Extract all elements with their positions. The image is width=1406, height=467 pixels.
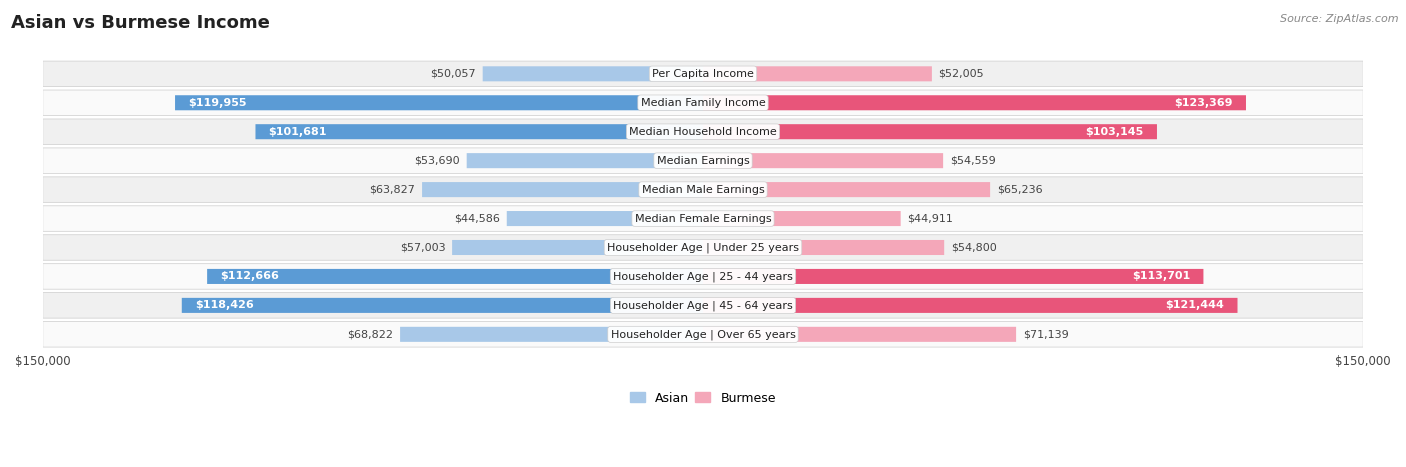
Text: Householder Age | 45 - 64 years: Householder Age | 45 - 64 years — [613, 300, 793, 311]
FancyBboxPatch shape — [42, 235, 1364, 260]
FancyBboxPatch shape — [467, 153, 703, 168]
FancyBboxPatch shape — [42, 206, 1364, 231]
Text: $123,369: $123,369 — [1174, 98, 1233, 108]
FancyBboxPatch shape — [703, 211, 901, 226]
FancyBboxPatch shape — [506, 211, 703, 226]
FancyBboxPatch shape — [42, 61, 1364, 86]
FancyBboxPatch shape — [401, 327, 703, 342]
Text: $52,005: $52,005 — [938, 69, 984, 79]
FancyBboxPatch shape — [703, 269, 1204, 284]
Text: Median Household Income: Median Household Income — [628, 127, 778, 137]
Text: $101,681: $101,681 — [269, 127, 328, 137]
FancyBboxPatch shape — [207, 269, 703, 284]
Text: Median Earnings: Median Earnings — [657, 156, 749, 166]
Text: $65,236: $65,236 — [997, 184, 1042, 195]
Text: Median Family Income: Median Family Income — [641, 98, 765, 108]
Text: $112,666: $112,666 — [221, 271, 280, 282]
FancyBboxPatch shape — [703, 182, 990, 197]
Text: $53,690: $53,690 — [415, 156, 460, 166]
FancyBboxPatch shape — [453, 240, 703, 255]
FancyBboxPatch shape — [176, 95, 703, 110]
Text: $50,057: $50,057 — [430, 69, 477, 79]
FancyBboxPatch shape — [703, 124, 1157, 139]
Text: $54,559: $54,559 — [949, 156, 995, 166]
Text: $44,586: $44,586 — [454, 213, 501, 224]
Text: Householder Age | Under 25 years: Householder Age | Under 25 years — [607, 242, 799, 253]
Text: $54,800: $54,800 — [950, 242, 997, 253]
FancyBboxPatch shape — [703, 327, 1017, 342]
FancyBboxPatch shape — [42, 148, 1364, 173]
Legend: Asian, Burmese: Asian, Burmese — [626, 387, 780, 410]
Text: $71,139: $71,139 — [1022, 329, 1069, 340]
Text: $103,145: $103,145 — [1085, 127, 1143, 137]
FancyBboxPatch shape — [42, 293, 1364, 318]
Text: Householder Age | Over 65 years: Householder Age | Over 65 years — [610, 329, 796, 340]
FancyBboxPatch shape — [42, 264, 1364, 289]
FancyBboxPatch shape — [422, 182, 703, 197]
Text: Per Capita Income: Per Capita Income — [652, 69, 754, 79]
Text: $44,911: $44,911 — [907, 213, 953, 224]
Text: $119,955: $119,955 — [188, 98, 246, 108]
FancyBboxPatch shape — [181, 298, 703, 313]
FancyBboxPatch shape — [42, 177, 1364, 202]
FancyBboxPatch shape — [42, 90, 1364, 115]
Text: $118,426: $118,426 — [195, 300, 253, 311]
FancyBboxPatch shape — [482, 66, 703, 81]
Text: $63,827: $63,827 — [370, 184, 416, 195]
FancyBboxPatch shape — [42, 322, 1364, 347]
Text: Householder Age | 25 - 44 years: Householder Age | 25 - 44 years — [613, 271, 793, 282]
FancyBboxPatch shape — [256, 124, 703, 139]
FancyBboxPatch shape — [703, 240, 945, 255]
FancyBboxPatch shape — [703, 153, 943, 168]
FancyBboxPatch shape — [703, 298, 1237, 313]
FancyBboxPatch shape — [703, 66, 932, 81]
Text: Source: ZipAtlas.com: Source: ZipAtlas.com — [1281, 14, 1399, 24]
Text: $68,822: $68,822 — [347, 329, 394, 340]
FancyBboxPatch shape — [703, 95, 1246, 110]
Text: $57,003: $57,003 — [399, 242, 446, 253]
Text: Median Female Earnings: Median Female Earnings — [634, 213, 772, 224]
Text: $121,444: $121,444 — [1166, 300, 1225, 311]
Text: Asian vs Burmese Income: Asian vs Burmese Income — [11, 14, 270, 32]
Text: Median Male Earnings: Median Male Earnings — [641, 184, 765, 195]
FancyBboxPatch shape — [42, 119, 1364, 144]
Text: $113,701: $113,701 — [1132, 271, 1191, 282]
